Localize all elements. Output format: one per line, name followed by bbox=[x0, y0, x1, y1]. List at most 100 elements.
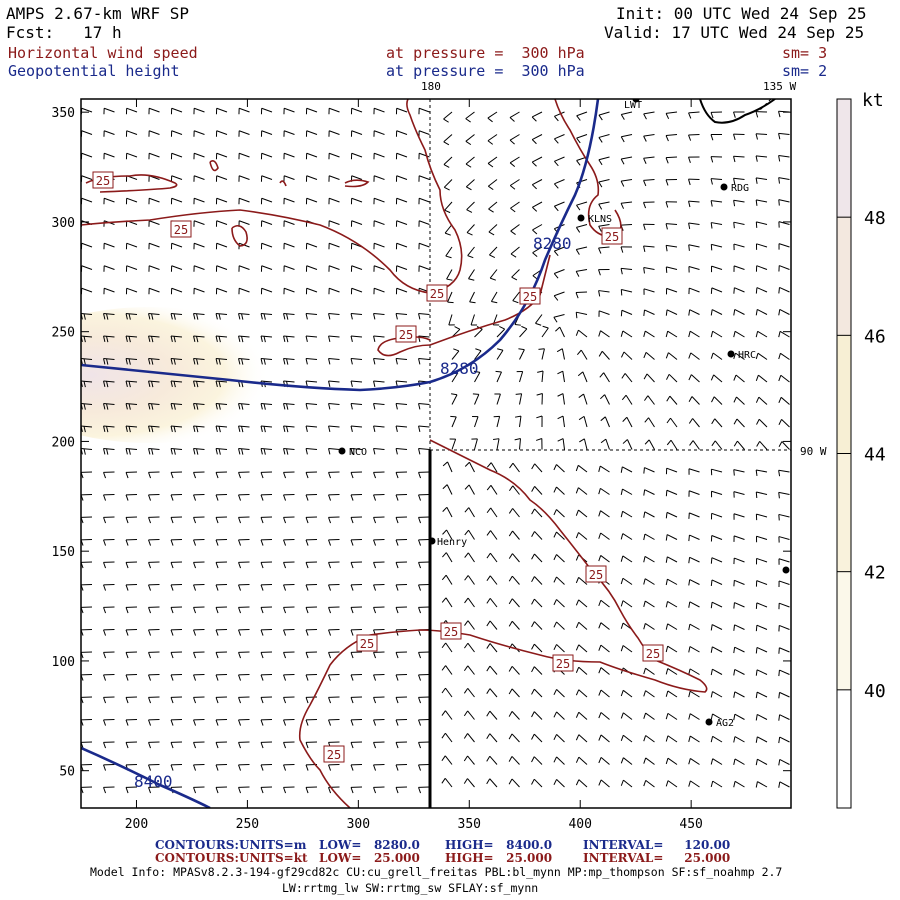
wind-barb-609 bbox=[103, 539, 115, 546]
wind-barb-41 bbox=[283, 130, 295, 137]
wind-barb-873 bbox=[283, 719, 295, 726]
wind-barb-742 bbox=[215, 629, 228, 636]
svg-text:25: 25 bbox=[430, 287, 444, 301]
wind-barb-190 bbox=[755, 221, 768, 228]
wind-barb-298 bbox=[305, 313, 318, 320]
wind-barb-808 bbox=[260, 674, 273, 681]
wind-barb-51 bbox=[509, 134, 520, 145]
wind-barb-620 bbox=[350, 539, 363, 546]
station-hrc-label: HRC bbox=[738, 350, 756, 361]
wind-barb-134 bbox=[215, 197, 228, 205]
wind-barb-112 bbox=[443, 179, 453, 191]
wind-barb-188 bbox=[710, 222, 723, 229]
wind-barb-262 bbox=[215, 287, 228, 295]
wind-barb-933 bbox=[193, 764, 205, 771]
wind-barb-275 bbox=[512, 291, 520, 304]
wind-barb-833 bbox=[103, 696, 115, 704]
wind-barb-763 bbox=[688, 623, 700, 631]
wind-barb-202 bbox=[305, 242, 318, 250]
wind-barb-428 bbox=[350, 403, 363, 410]
wind-barb-862 bbox=[755, 691, 768, 699]
wind-barb-558 bbox=[395, 494, 408, 501]
wind-barb-452 bbox=[170, 425, 183, 433]
wind-barb-555 bbox=[328, 494, 340, 501]
wind-barb-547 bbox=[148, 494, 160, 501]
wind-barb-788 bbox=[531, 643, 543, 653]
wind-barb-840 bbox=[260, 696, 273, 704]
wind-barb-333 bbox=[373, 335, 385, 342]
wind-barb-942 bbox=[395, 764, 408, 771]
wind-barb-376 bbox=[620, 351, 633, 360]
speed-label-0: 25 bbox=[92, 171, 114, 189]
wind-barb-940 bbox=[350, 764, 363, 771]
wind-barb-383 bbox=[778, 352, 790, 360]
wind-barb-212 bbox=[532, 246, 543, 258]
wind-barb-677 bbox=[193, 584, 205, 591]
wind-barb-835 bbox=[148, 696, 160, 704]
wind-barb-590 bbox=[395, 516, 408, 524]
wind-barb-433 bbox=[472, 393, 480, 405]
wind-barb-437 bbox=[557, 393, 565, 405]
wind-barb-444 bbox=[711, 396, 723, 405]
wind-barb-124 bbox=[710, 178, 723, 185]
wind-barb-385 bbox=[103, 380, 115, 388]
wind-barb-419 bbox=[148, 403, 160, 410]
wind-barb-149 bbox=[553, 201, 565, 212]
wind-barb-560 bbox=[442, 484, 453, 495]
wind-barb-816 bbox=[441, 665, 453, 675]
wind-barb-692 bbox=[531, 576, 543, 585]
wind-barb-122 bbox=[665, 179, 678, 186]
wind-barb-266 bbox=[305, 287, 318, 295]
x-tick-label-2: 300 bbox=[347, 817, 370, 832]
wind-barb-552 bbox=[260, 494, 273, 501]
wind-barb-621 bbox=[373, 539, 385, 546]
svg-text:25: 25 bbox=[646, 647, 660, 661]
wind-barb-10 bbox=[305, 107, 318, 115]
wind-barb-189 bbox=[733, 221, 745, 229]
wind-barb-966 bbox=[215, 786, 228, 794]
wind-barb-95 bbox=[778, 155, 790, 162]
wind-barb-985 bbox=[643, 779, 655, 788]
wind-barb-438 bbox=[578, 393, 588, 405]
height-contours bbox=[81, 99, 600, 808]
wind-barb-457 bbox=[283, 425, 295, 433]
wind-barb-592 bbox=[442, 506, 453, 518]
wind-barb-58 bbox=[665, 134, 678, 142]
wind-barb-819 bbox=[508, 665, 520, 675]
wind-barb-765 bbox=[733, 624, 745, 631]
wind-barb-477 bbox=[733, 418, 745, 428]
wind-barb-315 bbox=[688, 309, 700, 316]
wind-barb-5 bbox=[193, 107, 205, 115]
wind-barb-127 bbox=[778, 177, 790, 184]
wind-barb-624 bbox=[442, 529, 453, 540]
wind-barb-363 bbox=[328, 358, 340, 365]
wind-barb-73 bbox=[283, 152, 295, 160]
wind-barb-349 bbox=[733, 330, 745, 338]
meridian-label-90w: 90 W bbox=[800, 445, 827, 458]
wind-barb-670 bbox=[755, 557, 768, 565]
wind-barb-114 bbox=[487, 179, 498, 191]
wind-barb-623 bbox=[418, 539, 430, 546]
wind-barb-490 bbox=[305, 448, 318, 455]
colorbar-segment-4 bbox=[837, 571, 851, 690]
wind-barb-89 bbox=[643, 156, 655, 164]
wind-barb-93 bbox=[733, 155, 745, 163]
map-frame bbox=[80, 98, 792, 809]
wind-barb-564 bbox=[531, 486, 543, 495]
wind-barb-968 bbox=[260, 786, 273, 794]
wind-barb-53 bbox=[554, 134, 565, 144]
wind-barb-223 bbox=[778, 243, 790, 250]
wind-barb-637 bbox=[733, 535, 745, 542]
wind-barb-373 bbox=[556, 348, 565, 360]
station-klns-label: KLNS bbox=[588, 214, 612, 225]
wind-barb-543 bbox=[778, 469, 790, 477]
wind-barb-175 bbox=[418, 220, 430, 227]
wind-barb-488 bbox=[260, 448, 273, 455]
wind-barb-85 bbox=[554, 156, 565, 167]
wind-barb-15 bbox=[418, 107, 430, 115]
wind-barb-16 bbox=[443, 111, 453, 123]
station-hrc-dot bbox=[727, 350, 735, 358]
wind-barb-855 bbox=[598, 689, 610, 698]
wind-barb-375 bbox=[598, 350, 610, 360]
wind-barb-919 bbox=[598, 734, 610, 743]
